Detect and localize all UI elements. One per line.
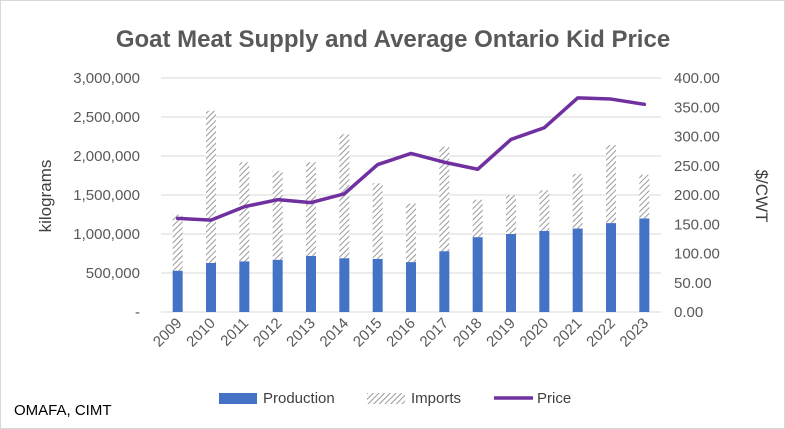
legend-label-imports: Imports bbox=[411, 390, 461, 407]
x-tick-label: 2018 bbox=[450, 315, 486, 351]
x-tick-label: 2022 bbox=[583, 315, 619, 351]
x-tick-label: 2020 bbox=[517, 315, 553, 351]
production-bar bbox=[372, 258, 383, 312]
imports-bar bbox=[506, 195, 516, 234]
imports-bar bbox=[439, 146, 450, 252]
production-bar bbox=[439, 251, 450, 312]
x-tick-label: 2015 bbox=[350, 315, 386, 351]
legend-swatch-production bbox=[219, 393, 257, 404]
y2-tick-label: 400.00 bbox=[674, 70, 720, 87]
source-note: OMAFA, CIMT bbox=[14, 402, 112, 419]
y2-tick-label: 250.00 bbox=[674, 158, 720, 175]
x-tick-label: 2012 bbox=[250, 315, 286, 351]
imports-bar bbox=[239, 162, 250, 262]
production-bar bbox=[506, 234, 516, 312]
y2-tick-label: 100.00 bbox=[674, 246, 720, 263]
imports-bar bbox=[339, 134, 350, 259]
production-bar bbox=[306, 255, 316, 312]
y2-axis-label: $/CWT bbox=[752, 170, 771, 223]
production-bar bbox=[472, 237, 483, 312]
production-bar bbox=[572, 228, 583, 312]
production-bar bbox=[339, 258, 350, 312]
production-bar bbox=[239, 261, 250, 312]
y-tick-label: 500,000 bbox=[86, 265, 140, 282]
imports-bar bbox=[572, 173, 583, 229]
imports-bar bbox=[372, 183, 383, 259]
imports-bar bbox=[206, 110, 216, 263]
y-tick-label: 2,000,000 bbox=[73, 148, 140, 165]
x-tick-label: 2023 bbox=[617, 315, 653, 351]
imports-bar bbox=[272, 170, 283, 260]
production-bar bbox=[406, 262, 416, 312]
y2-tick-label: 350.00 bbox=[674, 99, 720, 116]
price-line bbox=[175, 96, 647, 222]
x-tick-label: 2010 bbox=[183, 315, 219, 351]
y-tick-label: 1,000,000 bbox=[73, 226, 140, 243]
legend-label-price: Price bbox=[537, 390, 571, 407]
x-tick-label: 2014 bbox=[317, 315, 353, 351]
y2-tick-label: 0.00 bbox=[674, 304, 703, 321]
x-tick-label: 2009 bbox=[150, 315, 186, 351]
x-tick-label: 2021 bbox=[550, 315, 586, 351]
imports-bar bbox=[472, 199, 483, 238]
production-bar bbox=[639, 218, 650, 312]
legend-swatch-imports bbox=[367, 393, 405, 404]
y-axis-label: kilograms bbox=[36, 160, 55, 233]
y-tick-label: 2,500,000 bbox=[73, 109, 140, 126]
production-bar bbox=[539, 230, 550, 312]
y2-tick-label: 50.00 bbox=[674, 275, 712, 292]
x-tick-label: 2017 bbox=[417, 315, 453, 351]
imports-bar bbox=[639, 174, 650, 219]
imports-bar bbox=[406, 203, 416, 263]
production-bar bbox=[606, 223, 616, 312]
imports-bar bbox=[539, 190, 550, 231]
x-tick-label: 2019 bbox=[483, 315, 519, 351]
imports-bar bbox=[306, 162, 316, 256]
production-bar bbox=[272, 259, 283, 312]
imports-bar bbox=[172, 214, 183, 271]
y2-tick-label: 300.00 bbox=[674, 129, 720, 146]
y-tick-label: 3,000,000 bbox=[73, 70, 140, 87]
y-tick-label: - bbox=[135, 304, 140, 321]
x-tick-label: 2013 bbox=[283, 315, 319, 351]
legend-label-production: Production bbox=[263, 390, 335, 407]
y2-tick-label: 150.00 bbox=[674, 216, 720, 233]
x-tick-label: 2016 bbox=[383, 315, 419, 351]
x-tick-label: 2011 bbox=[217, 315, 252, 350]
chart-title: Goat Meat Supply and Average Ontario Kid… bbox=[116, 26, 670, 53]
production-bar bbox=[172, 270, 183, 312]
imports-bar bbox=[606, 145, 616, 224]
production-bar bbox=[206, 262, 216, 312]
y2-tick-label: 200.00 bbox=[674, 187, 720, 204]
y-tick-label: 1,500,000 bbox=[73, 187, 140, 204]
